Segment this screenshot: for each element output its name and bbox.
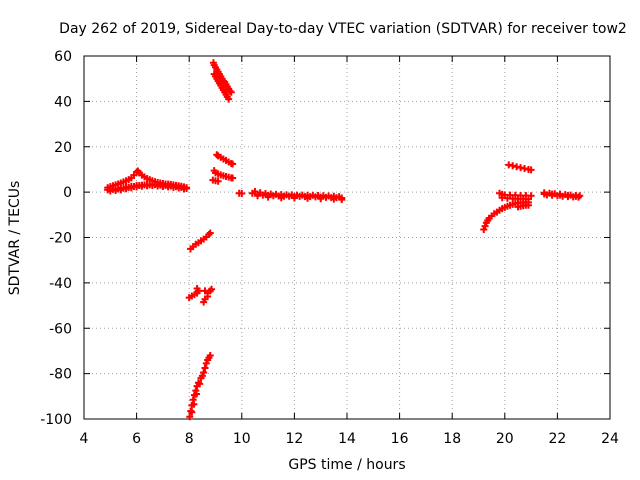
y-tick-labels: -100 -80 -60 -40 -20 0 20 40 60	[40, 49, 72, 428]
y-tick-label: 20	[54, 140, 72, 156]
data-point	[188, 408, 196, 416]
data-point	[208, 285, 216, 293]
data-point	[198, 372, 206, 380]
data-point	[193, 390, 201, 398]
x-tick-label: 14	[338, 431, 356, 447]
data-point	[180, 185, 188, 193]
data-point	[290, 194, 298, 202]
y-tick-label: -40	[49, 276, 72, 292]
data-point	[206, 229, 214, 237]
data-point	[556, 191, 564, 199]
data-point	[193, 285, 201, 293]
data-point	[186, 413, 194, 421]
data-point	[187, 407, 195, 415]
data-point	[338, 196, 346, 204]
data-point	[254, 192, 262, 200]
data-point	[317, 195, 325, 203]
axis-ticks	[83, 55, 611, 420]
x-tick-label: 6	[132, 431, 141, 447]
data-point	[200, 368, 208, 376]
y-axis-label: SDTVAR / TECUs	[7, 181, 23, 296]
y-tick-label: -100	[40, 412, 72, 428]
data-point	[117, 186, 125, 194]
data-point	[202, 359, 210, 367]
data-point	[238, 189, 246, 197]
data-point	[330, 195, 338, 203]
x-axis-label: GPS time / hours	[288, 457, 405, 473]
data-point	[225, 95, 233, 103]
data-point	[548, 190, 556, 198]
x-tick-label: 22	[548, 431, 566, 447]
data-point	[480, 226, 488, 234]
y-tick-label: 40	[54, 94, 72, 110]
data-point	[206, 351, 214, 359]
data-point	[201, 364, 209, 372]
gridlines	[84, 56, 610, 419]
data-points	[104, 59, 584, 421]
data-point	[213, 151, 221, 159]
data-point	[527, 166, 535, 174]
x-tick-label: 20	[496, 431, 514, 447]
data-point	[524, 201, 532, 209]
y-tick-label: -80	[49, 367, 72, 383]
data-point	[572, 192, 580, 200]
data-point	[229, 174, 237, 182]
y-tick-label: 60	[54, 49, 72, 65]
x-tick-label: 10	[233, 431, 251, 447]
data-point	[194, 379, 202, 387]
data-point	[214, 177, 222, 185]
y-tick-label: -20	[49, 231, 72, 247]
chart-title: Day 262 of 2019, Sidereal Day-to-day VTE…	[59, 21, 627, 37]
series-2	[209, 59, 246, 197]
data-point	[564, 192, 572, 200]
x-tick-label: 24	[601, 431, 619, 447]
x-tick-label: 12	[285, 431, 303, 447]
series-3	[185, 229, 216, 421]
data-point	[200, 298, 208, 306]
data-point	[196, 380, 204, 388]
series-1	[104, 167, 191, 195]
series-6	[540, 189, 584, 201]
data-point	[190, 400, 198, 408]
data-point	[227, 88, 235, 96]
x-tick-label: 4	[80, 431, 89, 447]
x-tick-label: 18	[443, 431, 461, 447]
y-tick-label: 0	[63, 185, 72, 201]
data-point	[524, 195, 532, 203]
data-point	[540, 190, 548, 198]
data-point	[229, 160, 237, 168]
data-point	[226, 87, 234, 95]
y-tick-label: -60	[49, 321, 72, 337]
series-4	[248, 187, 346, 204]
data-point	[277, 194, 285, 202]
x-tick-label: 16	[391, 431, 409, 447]
data-point	[304, 194, 312, 202]
x-tick-labels: 4 6 8 10 12 14 16 18 20 22 24	[80, 431, 619, 447]
data-point	[481, 222, 489, 230]
x-tick-label: 8	[185, 431, 194, 447]
series-5	[480, 161, 535, 234]
data-point	[264, 193, 272, 201]
data-point	[251, 187, 259, 195]
